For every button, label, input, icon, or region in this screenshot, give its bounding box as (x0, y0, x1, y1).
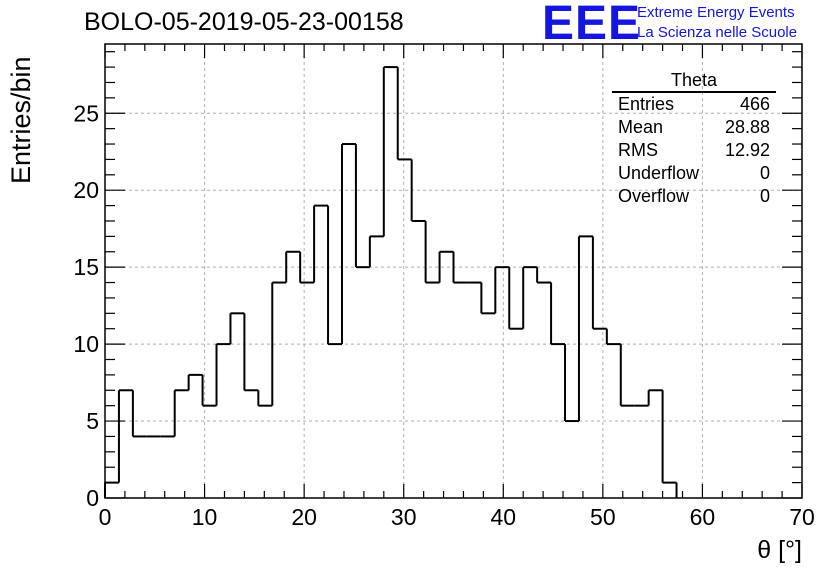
x-tick-label: 40 (490, 504, 516, 530)
x-tick-label: 30 (391, 504, 417, 530)
y-tick-label: 25 (73, 100, 99, 126)
x-tick-label: 0 (99, 504, 112, 530)
stats-row-underflow: Underflow 0 (612, 162, 776, 185)
logo-line-1: Extreme Energy Events (637, 4, 795, 21)
x-tick-label: 50 (590, 504, 616, 530)
stats-row-rms: RMS 12.92 (612, 139, 776, 162)
y-tick-label: 5 (86, 408, 99, 434)
stats-label: Underflow (618, 163, 700, 183)
stats-row-entries: Entries 466 (612, 93, 776, 116)
x-tick-label: 70 (789, 504, 815, 530)
stats-label: Mean (618, 117, 664, 137)
run-title: BOLO-05-2019-05-23-00158 (84, 8, 404, 36)
y-axis-label: Entries/bin (6, 56, 36, 184)
stats-label: Entries (618, 94, 675, 114)
x-tick-label: 60 (690, 504, 716, 530)
stats-box: Theta Entries 466 Mean 28.88 RMS 12.92 U… (612, 70, 776, 208)
y-tick-label: 10 (73, 331, 99, 357)
y-tick-label: 0 (86, 485, 99, 511)
stats-value: 0 (759, 186, 770, 206)
logo-line-2: La Scienza nelle Scuole (637, 24, 798, 41)
stats-title: Theta (612, 70, 776, 93)
plot-frame (104, 43, 803, 499)
x-axis-label: θ [°] (757, 536, 802, 564)
stats-value: 12.92 (724, 140, 770, 160)
stats-value: 0 (759, 163, 770, 183)
y-tick-label: 15 (73, 254, 99, 280)
x-tick-label: 20 (291, 504, 317, 530)
x-tick-label: 10 (192, 504, 218, 530)
eee-logo: EEE (542, 0, 642, 50)
stats-label: Overflow (618, 186, 690, 206)
stats-row-mean: Mean 28.88 (612, 116, 776, 139)
y-tick-label: 20 (73, 177, 99, 203)
stats-label: RMS (618, 140, 658, 160)
stats-row-overflow: Overflow 0 (612, 185, 776, 208)
stats-value: 466 (739, 94, 770, 114)
stats-value: 28.88 (724, 117, 770, 137)
